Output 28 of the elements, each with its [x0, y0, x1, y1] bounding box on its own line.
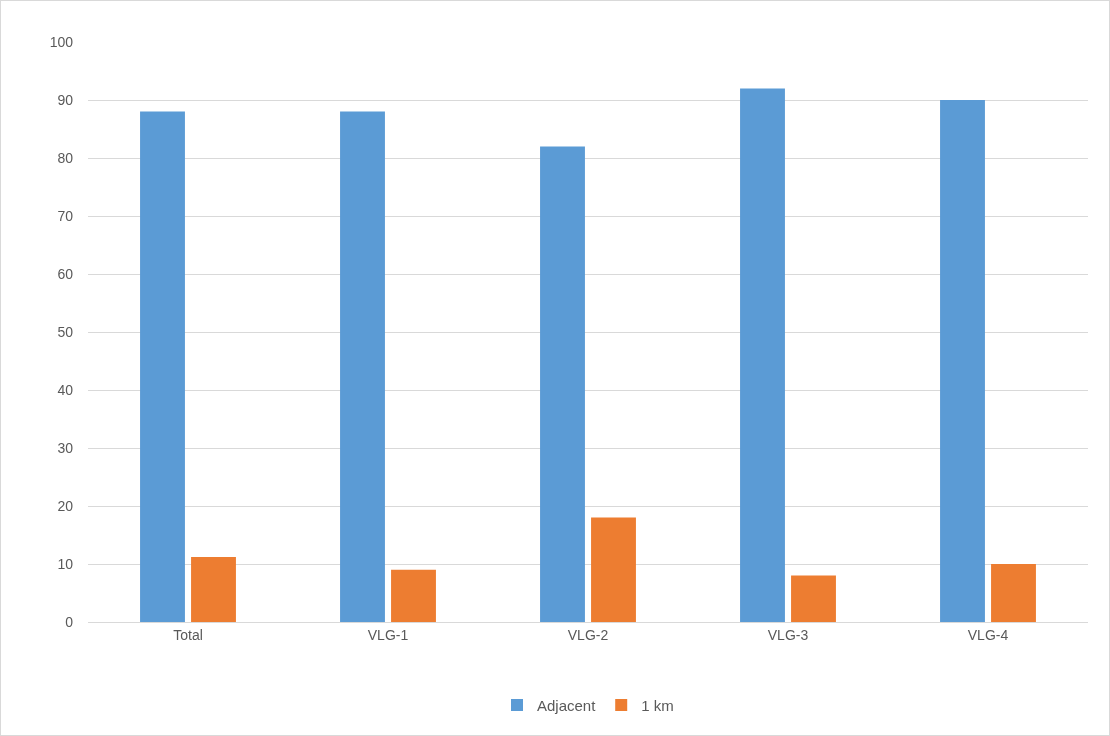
y-tick-label: 10 — [57, 555, 74, 572]
y-tick-label: 70 — [57, 207, 74, 224]
y-tick-label: 60 — [57, 265, 74, 282]
y-tick-label: 90 — [57, 91, 74, 108]
bar — [540, 146, 585, 622]
y-tick-label: 50 — [57, 323, 74, 340]
y-tick-label: 100 — [49, 33, 74, 50]
x-tick-label: VLG-1 — [367, 626, 409, 643]
y-tick-label: 30 — [57, 439, 74, 456]
bar — [991, 564, 1036, 622]
bar — [740, 88, 785, 622]
y-tick-label: 40 — [57, 381, 74, 398]
bar — [340, 111, 385, 622]
bar — [791, 575, 836, 622]
y-tick-label: 20 — [57, 497, 74, 514]
y-tick-label: 0 — [65, 613, 74, 630]
bar — [191, 557, 236, 622]
x-tick-label: VLG-2 — [567, 626, 609, 643]
bar — [591, 517, 636, 622]
legend-label: 1 km — [641, 696, 674, 714]
legend-label: Adjacent — [537, 696, 597, 714]
x-tick-label: VLG-3 — [767, 626, 809, 643]
x-tick-label: Total — [173, 626, 203, 643]
bar — [940, 100, 985, 622]
bar — [140, 111, 185, 622]
bar — [391, 569, 436, 622]
y-tick-label: 80 — [57, 149, 74, 166]
x-tick-label: VLG-4 — [967, 626, 1009, 643]
